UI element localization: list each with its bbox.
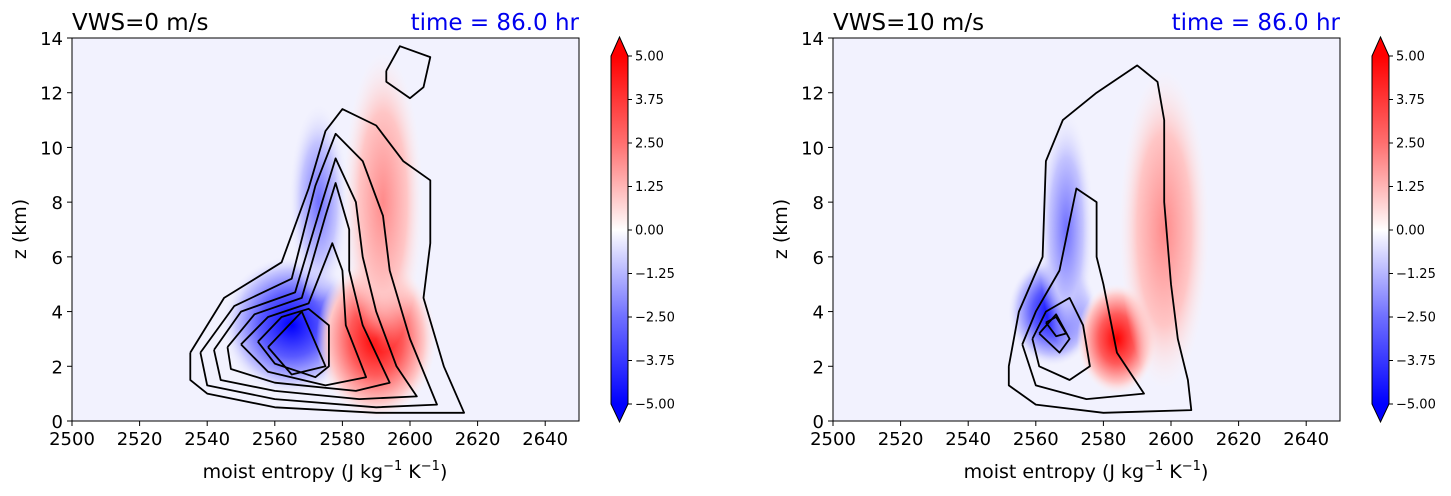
y-tick-label: 0 [52,412,63,433]
colorbar-right: 5.00 3.75 2.50 1.25 0.00 −1.25 −2.50 −3.75 −5.00 [1371,35,1436,424]
y-tick-label: 10 [801,138,824,159]
colorbar-max-extend-left [611,37,628,56]
colorbar-tick-label: 5.00 [635,50,664,65]
x-axis-label-right: moist entropy (J kg−1 K−1) [964,459,1209,483]
x-axis-label-left: moist entropy (J kg−1 K−1) [203,459,448,483]
x-tick-label: 2560 [252,429,298,450]
y-tick-label: 8 [52,193,63,214]
y-tick-label: 10 [40,138,63,159]
colorbar-tick-label: −2.50 [1396,311,1436,326]
contour-line [257,307,330,379]
x-tick-label: 2640 [1283,429,1329,450]
y-tick-label: 14 [40,29,63,50]
x-tick-label: 2500 [49,429,95,450]
x-tick-label: 2580 [319,429,365,450]
positive-anomaly-upper [1119,69,1210,390]
y-tick-label: 0 [813,412,824,433]
x-tick-label: 2620 [455,429,501,450]
y-tick-label: 4 [52,303,63,324]
chart-title-left: VWS=0 m/s [72,10,208,36]
colorbar-tick-label: −3.75 [1396,354,1436,369]
contour-line [1007,64,1193,414]
x-tick-label: 2600 [387,429,433,450]
y-tick-label: 12 [40,84,63,105]
contour-line [267,310,327,376]
panel-left: 2500 2520 2540 2560 2580 2600 2620 2640 0 2 4 6 8 10… [9,10,675,483]
y-ticks-right: 0 2 4 6 8 10 12 14 [801,29,833,433]
colorbar-min-extend-right [1372,404,1389,422]
contour-line [1021,187,1145,400]
positive-anomaly-upper [342,52,423,353]
x-ticks-left: 2500 2520 2540 2560 2580 2600 2620 2640 [49,421,568,450]
colorbar-max-extend-right [1372,37,1389,56]
colorbar-body-left [611,56,628,404]
y-tick-label: 6 [813,248,824,269]
colorbar-tick-label: −1.25 [635,267,675,282]
x-tick-label: 2640 [522,429,568,450]
colorbar-tick-label: 1.25 [635,180,664,195]
colorbar-tick-label: 1.25 [1396,180,1425,195]
colorbar-min-extend-left [611,404,628,422]
y-tick-label: 2 [813,357,824,378]
colorbar-tick-label: 5.00 [1396,50,1425,65]
chart-title-right: VWS=10 m/s [833,10,984,36]
colorbar-tick-label: 3.75 [1396,93,1425,108]
colorbar-tick-label: 2.50 [635,137,664,152]
negative-anomaly-upper [288,102,349,303]
panel-right: 2500 2520 2540 2560 2580 2600 2620 2640 0 2 4 6 8 10… [770,10,1436,483]
x-ticks-right: 2500 2520 2540 2560 2580 2600 2620 2640 [810,421,1329,450]
y-tick-label: 2 [52,357,63,378]
colorbar-tick-label: 0.00 [1396,224,1425,239]
colorbar-left: 5.00 3.75 2.50 1.25 0.00 −1.25 −2.50 −3.75 −5.00 [610,35,675,424]
colorbar-tick-label: −5.00 [1396,398,1436,413]
negative-anomaly-upper [1038,109,1095,350]
x-tick-label: 2580 [1080,429,1126,450]
x-tick-label: 2540 [945,429,991,450]
contour-line [199,132,438,409]
contour-line [189,108,465,414]
contour-line [240,242,367,387]
colorbar-tick-label: −2.50 [635,311,675,326]
contours-right [1007,64,1193,414]
contour-line [1031,297,1091,381]
y-ticks-left: 0 2 4 6 8 10 12 14 [40,29,72,433]
y-axis-label-right: z (km) [770,199,792,259]
y-axis-label-left: z (km) [9,199,31,259]
x-tick-label: 2560 [1013,429,1059,450]
y-tick-label: 14 [801,29,824,50]
y-tick-label: 4 [813,303,824,324]
y-tick-label: 12 [801,84,824,105]
plot-frame-left [71,37,580,422]
x-tick-label: 2540 [184,429,230,450]
colorbar-body-right [1372,56,1389,404]
contour-line [385,45,432,100]
x-tick-label: 2520 [117,429,163,450]
x-tick-label: 2620 [1216,429,1262,450]
contour-line [226,182,391,392]
plot-frame-right [832,37,1341,422]
x-tick-label: 2500 [810,429,856,450]
colorbar-tick-label: 0.00 [635,224,664,239]
colorbar-tick-label: −5.00 [635,398,675,413]
colorbar-tick-label: 2.50 [1396,137,1425,152]
x-tick-label: 2600 [1148,429,1194,450]
contours-left [189,45,465,414]
contour-line [1045,316,1068,338]
x-tick-label: 2520 [878,429,924,450]
y-tick-label: 8 [813,193,824,214]
contour-line [213,157,418,400]
colorbar-tick-label: −3.75 [635,354,675,369]
time-annotation-left: time = 86.0 hr [411,10,580,36]
colorbar-tick-label: 3.75 [635,93,664,108]
time-annotation-right: time = 86.0 hr [1172,10,1341,36]
y-tick-label: 6 [52,248,63,269]
colorbar-tick-label: −1.25 [1396,267,1436,282]
